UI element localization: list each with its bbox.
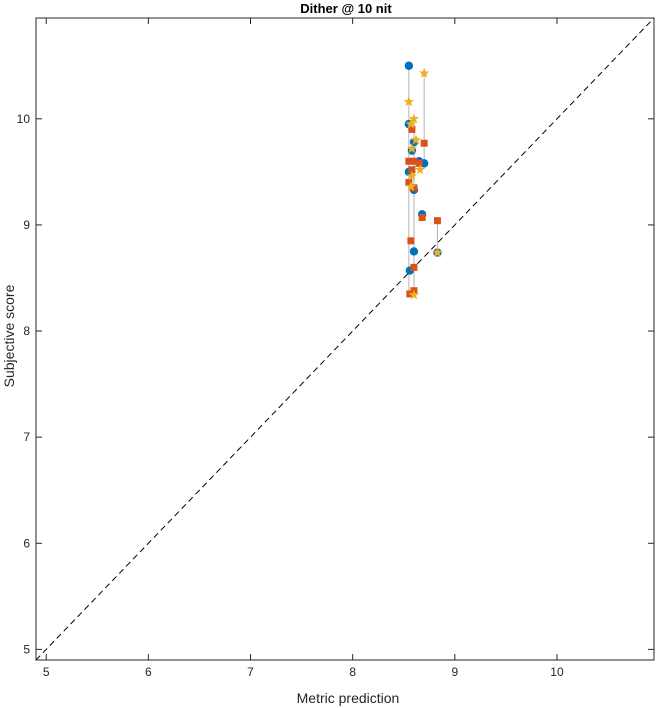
axes-frame	[35, 17, 655, 661]
data-point-square	[420, 139, 428, 147]
y-tick-label: 8	[23, 324, 30, 338]
data-point-star	[410, 134, 422, 145]
data-point-square	[415, 159, 423, 167]
data-point-star	[408, 113, 420, 124]
data-point-circle	[404, 61, 414, 70]
data-point-square	[405, 157, 413, 165]
data-point-star	[406, 170, 418, 181]
data-point-square	[405, 178, 413, 186]
data-point-star	[408, 289, 420, 300]
y-tick-label: 6	[23, 536, 30, 550]
chart-title: Dither @ 10 nit	[300, 1, 392, 16]
y-tick-label: 9	[23, 218, 30, 232]
y-tick-label: 5	[23, 642, 30, 656]
data-point-star	[418, 67, 430, 78]
x-axis-label: Metric prediction	[297, 690, 400, 706]
data-point-star	[414, 164, 426, 175]
data-point-star	[405, 118, 417, 129]
data-point-star	[406, 143, 418, 153]
y-axis-label: Subjective score	[1, 284, 17, 387]
data-point-square	[418, 213, 426, 221]
data-point-star	[432, 247, 443, 257]
x-tick-label: 5	[43, 665, 50, 679]
data-point-square	[407, 237, 415, 245]
data-point-square	[410, 263, 418, 271]
data-point-star	[403, 96, 415, 107]
data-point-square	[433, 217, 441, 225]
data-point-circle	[409, 247, 419, 256]
x-tick-label: 8	[349, 665, 356, 679]
x-tick-label: 7	[247, 665, 254, 679]
x-tick-label: 6	[145, 665, 152, 679]
y-tick-label: 7	[23, 430, 30, 444]
reference-diagonal-line	[35, 17, 655, 661]
data-point-star	[405, 181, 417, 192]
x-tick-label: 10	[550, 665, 564, 679]
x-tick-label: 9	[451, 665, 458, 679]
plot-area: 5 6 7 8 9 10 5 6 7 8 9 10	[17, 17, 655, 679]
data-point-square	[408, 166, 416, 174]
data-point-square	[410, 184, 418, 192]
data-point-square	[410, 157, 418, 165]
y-tick-label: 10	[17, 112, 31, 126]
data-point-square	[408, 125, 416, 133]
